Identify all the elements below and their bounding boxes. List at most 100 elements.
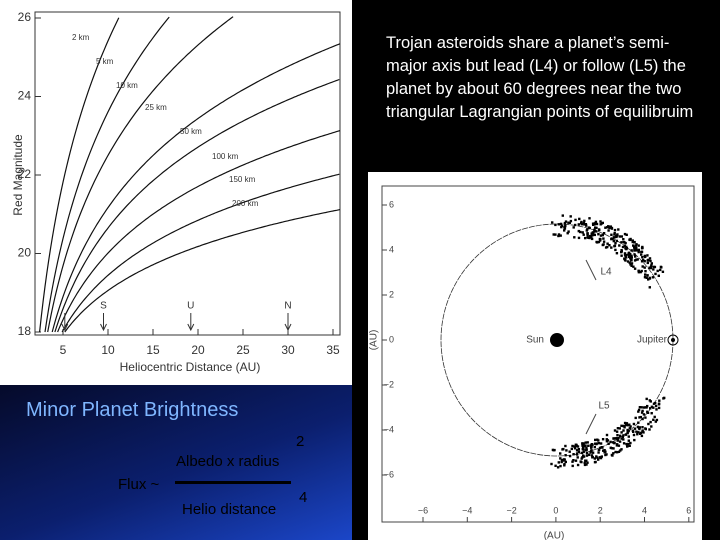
trojan-dot xyxy=(623,232,627,236)
trojan-dot xyxy=(623,421,627,425)
trojan-dot xyxy=(569,215,572,218)
trojan-dot xyxy=(613,233,616,236)
trojan-dot xyxy=(642,413,646,416)
trojan-dot xyxy=(630,264,633,267)
trojan-dot xyxy=(610,237,613,241)
size-curve xyxy=(47,16,234,333)
trojan-dot xyxy=(577,223,580,226)
trojan-dot xyxy=(623,244,626,247)
trojan-dot xyxy=(625,423,628,427)
size-curve xyxy=(57,129,340,333)
trojan-dot xyxy=(574,223,577,227)
trojan-dot xyxy=(597,442,600,445)
trojan-dot xyxy=(647,422,650,426)
trojan-dot xyxy=(597,228,601,231)
y-tick-label: 0 xyxy=(389,334,394,344)
trojan-dot xyxy=(645,397,648,401)
trojan-dot xyxy=(611,441,615,444)
trojan-dot xyxy=(640,406,643,409)
trojan-dot xyxy=(570,447,573,451)
trojan-dot xyxy=(612,239,615,243)
trojan-dot xyxy=(635,430,638,433)
trojan-dot xyxy=(633,248,637,252)
planet-ring xyxy=(667,334,679,346)
planet-letter: S xyxy=(100,301,107,312)
trojan-dot xyxy=(630,249,633,252)
trojan-dot xyxy=(641,430,644,433)
trojan-dot xyxy=(576,456,579,459)
trojan-dot xyxy=(576,463,580,467)
y-tick-label: −2 xyxy=(384,379,394,389)
trojan-dot xyxy=(590,235,593,239)
trojan-dot xyxy=(567,230,570,233)
trojan-dot xyxy=(597,458,600,461)
trojan-dot xyxy=(584,223,588,226)
y-tick-label: −4 xyxy=(384,424,394,434)
trojan-dot xyxy=(613,441,616,445)
trojan-dot xyxy=(657,403,661,406)
trojan-dot xyxy=(620,431,623,434)
trojan-dot xyxy=(573,445,577,449)
x-tick-label: 25 xyxy=(236,343,250,357)
trojan-dot xyxy=(584,441,587,444)
size-curve xyxy=(51,43,340,333)
trojan-dot xyxy=(623,426,626,429)
trojan-dot xyxy=(609,225,612,228)
trojan-dot xyxy=(646,410,649,413)
y-tick-label: 2 xyxy=(389,289,394,299)
trojan-dot xyxy=(599,234,603,237)
trojan-dot xyxy=(637,408,641,412)
trojan-dot xyxy=(591,233,594,237)
trojan-dot xyxy=(560,224,563,227)
trojan-dot xyxy=(585,454,589,457)
trojan-dot xyxy=(590,446,593,449)
trojan-dot xyxy=(586,232,589,235)
trojan-dot xyxy=(606,226,609,229)
trojan-dot xyxy=(648,257,652,260)
trojan-dot xyxy=(628,423,631,426)
trojan-dot xyxy=(640,250,644,253)
trojan-dot xyxy=(605,433,609,437)
trojan-dot xyxy=(637,431,640,434)
trojan-dot xyxy=(602,237,605,240)
trojan-dot xyxy=(585,224,588,227)
trojan-dot xyxy=(611,237,614,241)
trojan-dot xyxy=(605,453,608,456)
trojan-dot xyxy=(612,447,615,450)
trojan-dot xyxy=(654,272,657,276)
trojan-dot xyxy=(588,226,591,230)
trojan-dot xyxy=(620,437,623,440)
trojan-dot xyxy=(594,226,597,229)
trojan-dot xyxy=(645,276,648,279)
trojan-dot xyxy=(640,253,643,256)
trojan-dot xyxy=(637,248,640,252)
trojan-dot xyxy=(646,274,649,277)
trojan-dot xyxy=(572,453,575,456)
trojan-dot xyxy=(655,418,659,422)
trojan-dot xyxy=(595,222,599,226)
trojan-dot xyxy=(584,236,587,240)
trojan-dot xyxy=(565,449,568,452)
trojan-dot xyxy=(626,431,629,435)
trojan-dot xyxy=(633,247,636,250)
trojan-dot xyxy=(631,429,635,432)
trojan-dot xyxy=(638,406,642,409)
trojan-dot xyxy=(604,246,608,249)
trojan-dot xyxy=(622,429,625,432)
trojan-dot xyxy=(629,252,632,256)
trojan-dot xyxy=(629,263,632,266)
trojan-dot xyxy=(599,456,603,460)
trojan-dot xyxy=(620,250,623,254)
trojan-dot xyxy=(618,235,621,238)
l4-arrow xyxy=(585,259,597,281)
trojan-dot xyxy=(636,433,639,436)
trojan-dot xyxy=(556,466,560,469)
trojan-dot xyxy=(594,460,597,464)
trojan-dot xyxy=(625,247,628,251)
trojan-dot xyxy=(650,262,653,265)
size-curve xyxy=(44,16,170,333)
trojan-dot xyxy=(584,459,587,462)
sun-label: Sun xyxy=(526,335,544,346)
curve-label: 25 km xyxy=(145,103,167,112)
trojan-dot xyxy=(564,444,567,448)
